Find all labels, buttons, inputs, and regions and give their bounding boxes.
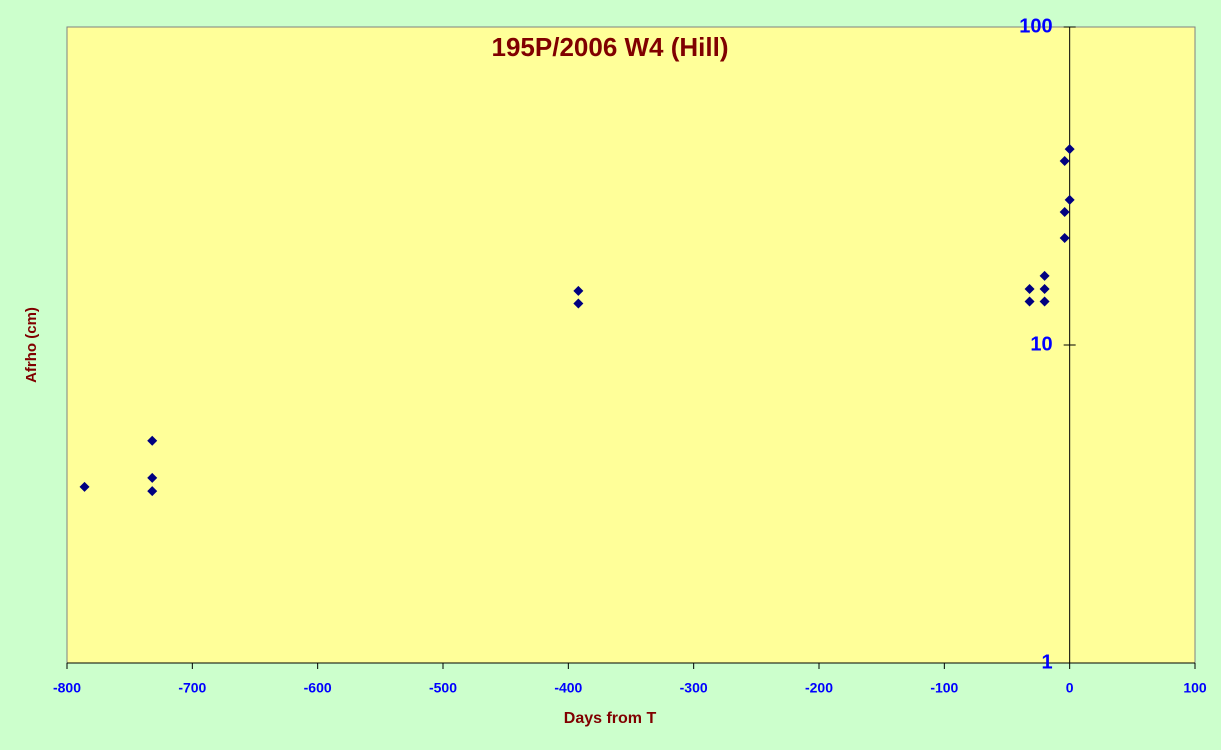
chart-title: 195P/2006 W4 (Hill) bbox=[492, 32, 729, 62]
y-tick-label: 100 bbox=[1019, 15, 1052, 37]
data-point bbox=[573, 285, 584, 296]
x-tick-label: -400 bbox=[554, 680, 582, 696]
y-tick-label: 10 bbox=[1030, 333, 1052, 355]
data-point bbox=[1064, 194, 1075, 205]
data-point bbox=[1059, 233, 1070, 244]
data-point bbox=[79, 481, 90, 492]
x-tick-label: -700 bbox=[178, 680, 206, 696]
data-point bbox=[1059, 155, 1070, 166]
x-tick-label: -200 bbox=[805, 680, 833, 696]
data-point bbox=[147, 472, 158, 483]
y-tick-label: 1 bbox=[1042, 651, 1053, 673]
x-axis-title: Days from T bbox=[564, 710, 657, 727]
x-tick-label: -300 bbox=[680, 680, 708, 696]
x-tick-label: 100 bbox=[1183, 680, 1207, 696]
x-tick-label: -500 bbox=[429, 680, 457, 696]
data-point bbox=[1039, 284, 1050, 295]
data-point bbox=[1064, 144, 1075, 155]
data-point bbox=[1024, 284, 1035, 295]
data-point bbox=[1039, 270, 1050, 281]
data-point bbox=[1024, 296, 1035, 307]
x-tick-label: -800 bbox=[53, 680, 81, 696]
data-point bbox=[573, 298, 584, 309]
data-point bbox=[147, 435, 158, 446]
data-point bbox=[1039, 296, 1050, 307]
x-tick-label: 0 bbox=[1066, 680, 1074, 696]
data-point bbox=[147, 486, 158, 497]
x-tick-label: -100 bbox=[930, 680, 958, 696]
data-point bbox=[1059, 206, 1070, 217]
plot-area bbox=[66, 26, 1196, 664]
y-axis-title: Afrho (cm) bbox=[23, 307, 40, 383]
x-tick-label: -600 bbox=[304, 680, 332, 696]
